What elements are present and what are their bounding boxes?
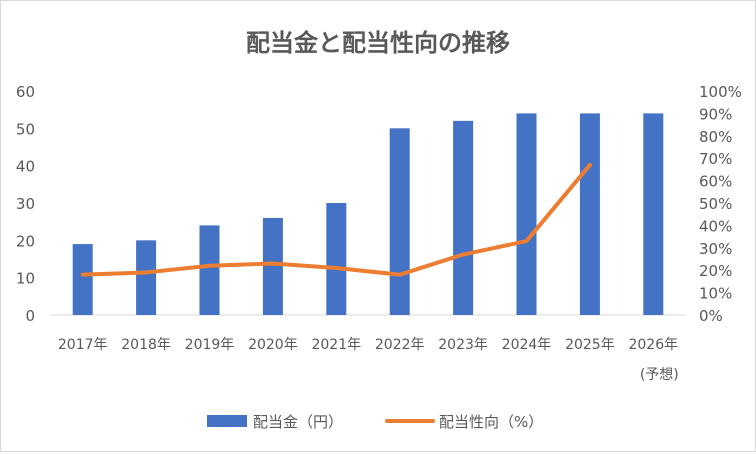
right-tick-label: 90% <box>699 105 732 123</box>
right-tick-label: 60% <box>699 173 732 191</box>
right-tick-label: 20% <box>699 262 732 280</box>
right-tick-label: 80% <box>699 128 732 146</box>
bar <box>263 218 283 315</box>
x-axis: 2017年 2018年 2019年 2020年 2021年 2022年 2023年 2024年… <box>51 315 685 383</box>
right-tick-label: 40% <box>699 217 732 235</box>
left-tick-label: 10 <box>16 270 35 288</box>
bar <box>390 128 410 315</box>
left-tick-label: 0 <box>25 307 35 325</box>
x-tick-label: 2025年 <box>565 337 615 353</box>
legend: 配当金（円） 配当性向（%） <box>207 413 543 431</box>
left-tick-label: 50 <box>16 120 35 138</box>
x-tick-label: 2023年 <box>438 337 488 353</box>
right-tick-label: 100% <box>699 83 742 101</box>
bar <box>643 113 663 315</box>
x-tick-label: 2018年 <box>121 337 171 353</box>
left-y-axis: 0 10 20 30 40 50 60 <box>16 83 35 325</box>
left-tick-label: 40 <box>16 158 35 176</box>
bar <box>453 121 473 315</box>
legend-bar-label: 配当金（円） <box>253 413 343 431</box>
bar <box>136 240 156 315</box>
legend-bar-swatch <box>207 415 247 427</box>
x-tick-sublabel: (予想) <box>640 367 679 383</box>
right-tick-label: 10% <box>699 285 732 303</box>
legend-line-label: 配当性向（%） <box>439 413 543 431</box>
left-tick-label: 20 <box>16 232 35 250</box>
bar-series <box>73 113 664 315</box>
right-tick-label: 50% <box>699 195 732 213</box>
x-tick-label: 2022年 <box>375 337 425 353</box>
x-tick-label: 2017年 <box>58 337 108 353</box>
right-y-axis: 0% 10% 20% 30% 40% 50% 60% 70% 80% 90% 100% <box>699 83 742 325</box>
x-tick-label: 2024年 <box>502 337 552 353</box>
x-tick-label: 2026年 <box>628 337 678 353</box>
left-tick-label: 30 <box>16 195 35 213</box>
right-tick-label: 0% <box>699 307 723 325</box>
x-tick-label: 2020年 <box>248 337 298 353</box>
right-tick-label: 70% <box>699 150 732 168</box>
chart-title: 配当金と配当性向の推移 <box>246 29 510 57</box>
bar <box>580 113 600 315</box>
x-tick-label: 2021年 <box>311 337 361 353</box>
bar <box>517 113 537 315</box>
left-tick-label: 60 <box>16 83 35 101</box>
bar <box>326 203 346 315</box>
bar <box>73 244 93 315</box>
x-tick-label: 2019年 <box>185 337 235 353</box>
bar <box>200 225 220 315</box>
right-tick-label: 30% <box>699 240 732 258</box>
